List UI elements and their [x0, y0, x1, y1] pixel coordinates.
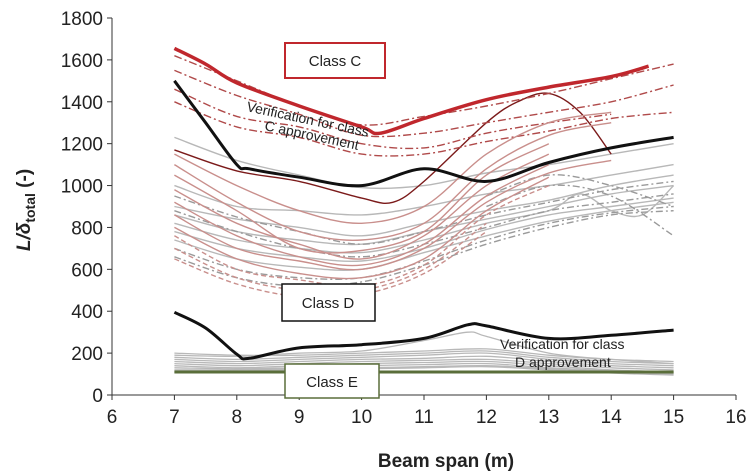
x-tick-label: 15 — [663, 407, 684, 428]
class-c-series-line — [174, 159, 612, 271]
x-tick-label: 9 — [294, 407, 305, 428]
x-tick-label: 8 — [232, 407, 243, 428]
y-tick-label: 800 — [71, 218, 103, 239]
y-tick-label: 400 — [71, 302, 103, 323]
x-tick-label: 11 — [414, 407, 434, 428]
class-e-label: Class E — [306, 374, 358, 391]
gray-low-series-line — [174, 355, 674, 369]
limit-series-layer — [173, 46, 674, 374]
y-tick-label: 200 — [71, 344, 103, 365]
gray-low-series-line — [174, 358, 674, 371]
gray-low-series-line — [174, 352, 674, 367]
gray-low-series-line — [174, 360, 674, 373]
x-axis-title: Beam span (m) — [378, 451, 514, 472]
class-e-box — [284, 363, 380, 399]
gray-series-line — [174, 174, 674, 237]
y-axis-title-sub: total — [22, 193, 38, 223]
gray-series-line — [174, 193, 674, 258]
y-tick-label: 0 — [92, 386, 103, 407]
y-axis-title: L/δtotal (-) — [14, 169, 38, 251]
class-c-limit-line — [173, 46, 650, 136]
x-tick-label: 6 — [107, 407, 118, 428]
class-c-box — [284, 42, 386, 79]
y-tick-label: 1200 — [61, 135, 103, 156]
x-tick-label: 16 — [725, 407, 746, 428]
x-tick-label: 7 — [169, 407, 180, 428]
class-c-series-line — [174, 55, 674, 126]
gray-series-line — [174, 201, 674, 271]
class-c-series-line — [174, 163, 550, 267]
gray-series-line — [174, 210, 674, 287]
x-tick-label: 13 — [538, 407, 559, 428]
y-tick-label: 1000 — [61, 177, 103, 198]
class-d-box — [281, 283, 376, 322]
verification-d-line2: D approvement — [515, 354, 611, 370]
class-d-limit-line — [173, 310, 674, 361]
class-d-label: Class D — [302, 295, 355, 312]
y-axis-title-main: L/δ — [14, 222, 35, 251]
y-tick-label: 1400 — [61, 93, 103, 114]
x-tick-label: 14 — [601, 407, 623, 428]
axes-layer: 6 7 8 9 10 11 12 13 14 15 16 0 200 400 600 800 1000 1200 1… — [61, 9, 747, 428]
class-c-series-line — [174, 111, 612, 225]
label-layer: Beam span (m) L/δtotal (-) Class C Class… — [14, 42, 625, 472]
class-c-series-line — [174, 222, 487, 294]
class-c-series-line — [174, 122, 612, 241]
class-c-series-line — [174, 176, 550, 280]
gray-low-series-line — [174, 350, 674, 365]
gray-series-line — [486, 184, 674, 237]
verification-d-line1: Verification for class — [500, 336, 625, 352]
class-c-series-line — [174, 231, 487, 299]
gray-series-line — [174, 205, 674, 280]
class-c-series-line — [174, 153, 550, 260]
class-c-series-line — [174, 143, 550, 254]
y-axis-title-unit: (-) — [14, 169, 35, 193]
class-c-label: Class C — [309, 53, 362, 70]
class-c-series-line — [174, 88, 612, 150]
y-tick-label: 1600 — [61, 51, 103, 72]
gray-series-line — [486, 174, 674, 208]
class-c-series-line — [174, 101, 674, 157]
y-tick-label: 600 — [71, 260, 103, 281]
x-tick-label: 10 — [351, 407, 372, 428]
y-tick-label: 1800 — [61, 9, 103, 30]
class-d-limit-line — [173, 79, 674, 188]
gray-series-line — [174, 136, 674, 190]
class-c-series-line — [174, 69, 674, 138]
class-c-series-line — [174, 92, 612, 205]
x-tick-label: 12 — [476, 407, 497, 428]
gray-low-series-line — [174, 362, 674, 374]
